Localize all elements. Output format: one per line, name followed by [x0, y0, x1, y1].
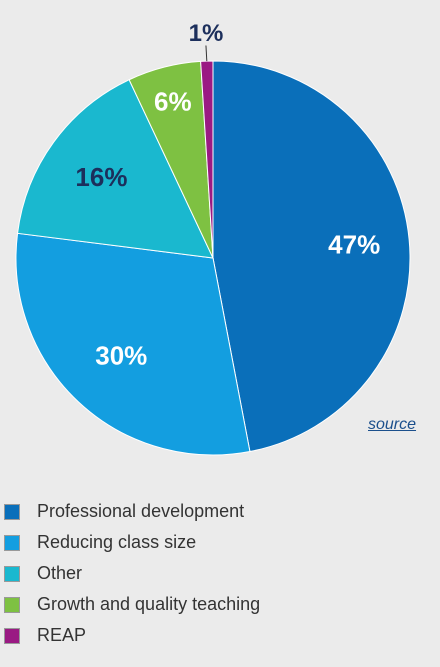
data-label-other: 16%	[75, 162, 127, 192]
legend-swatch	[4, 596, 20, 613]
data-label-reap: 1%	[189, 20, 224, 47]
pie-slice-other	[16, 79, 214, 259]
data-label-professional-development: 47%	[328, 230, 380, 260]
data-label-reducing-class-size: 30%	[95, 341, 147, 371]
legend: Professional development Reducing class s…	[4, 496, 260, 651]
legend-label: Growth and quality teaching	[37, 594, 261, 614]
source-link[interactable]: source	[368, 416, 417, 433]
pie-slice-reducing-class-size	[15, 232, 251, 456]
legend-label: Professional development	[37, 501, 245, 521]
pie-slice-professional-development	[212, 60, 411, 453]
legend-item-reducing-class-size: Reducing class size	[4, 527, 260, 558]
legend-label: REAP	[37, 625, 87, 645]
legend-swatch	[4, 503, 20, 520]
pie-chart: 47% 30% 16% 6% 1%	[15, 20, 411, 456]
legend-label: Reducing class size	[37, 532, 197, 552]
legend-swatch	[4, 627, 20, 644]
legend-item-professional-development: Professional development	[4, 496, 260, 527]
legend-swatch	[4, 565, 20, 582]
leader-line-reap	[205, 45, 208, 62]
legend-item-reap: REAP	[4, 620, 260, 651]
legend-item-other: Other	[4, 558, 260, 589]
legend-item-growth-and-quality-teaching: Growth and quality teaching	[4, 589, 260, 620]
legend-label: Other	[37, 563, 83, 583]
legend-swatch	[4, 534, 20, 551]
data-label-growth-and-quality-teaching: 6%	[154, 87, 192, 117]
